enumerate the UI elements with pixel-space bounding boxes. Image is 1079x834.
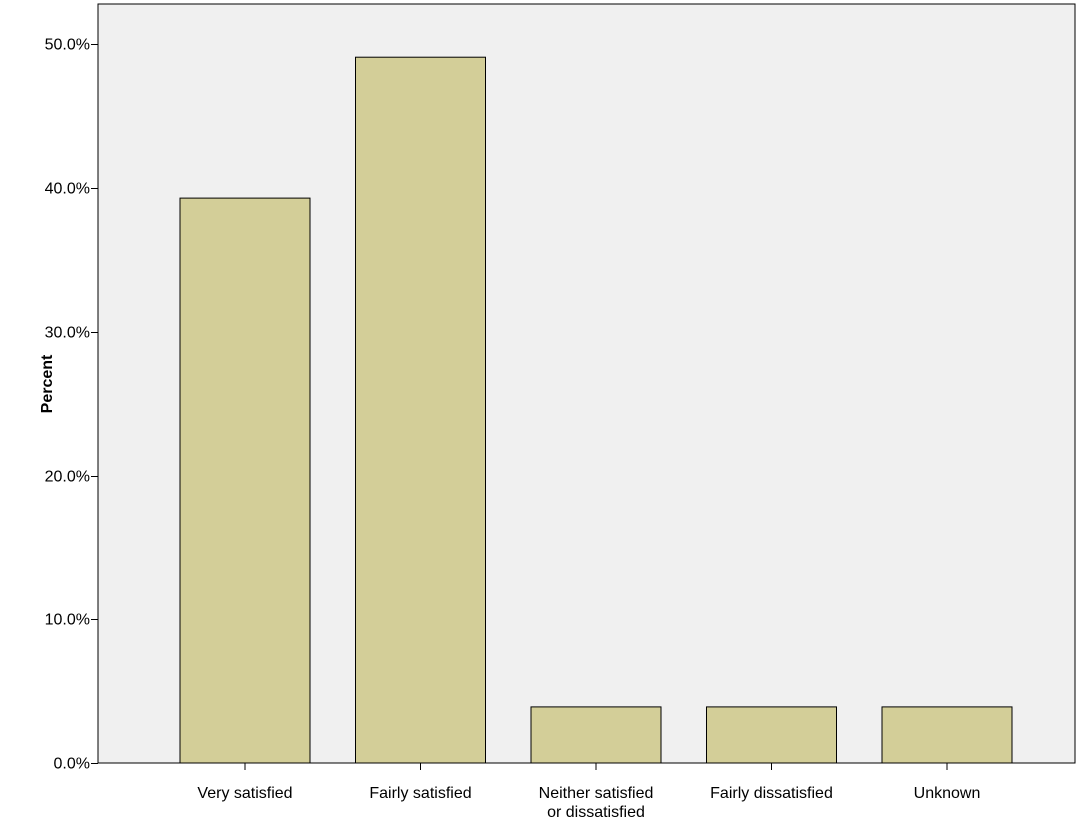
y-tick-label: 0.0% [54, 756, 90, 773]
y-tick-label: 20.0% [45, 469, 90, 486]
bar [179, 197, 311, 764]
bar [706, 706, 837, 764]
x-tick-label: Neither satisfied or dissatisfied [539, 785, 654, 821]
y-tick-label: 10.0% [45, 612, 90, 629]
y-axis-label: Percent [39, 354, 56, 413]
bar [355, 56, 486, 764]
x-axis: Very satisfied Fairly satisfied Neither sa… [197, 763, 980, 821]
x-tick-label: Fairly satisfied [369, 785, 471, 802]
y-axis: 0.0% 10.0% 20.0% 30.0% 40.0% 50.0% [45, 37, 98, 773]
x-tick-label: Very satisfied [197, 785, 292, 802]
bar [530, 706, 662, 764]
y-tick-label: 50.0% [45, 37, 90, 54]
bar [881, 706, 1013, 764]
y-tick-label: 30.0% [45, 325, 90, 342]
x-tick-label: Fairly dissatisfied [710, 785, 833, 802]
y-tick-label: 40.0% [45, 181, 90, 198]
bars [179, 56, 1013, 764]
x-tick-label: Unknown [914, 785, 981, 802]
